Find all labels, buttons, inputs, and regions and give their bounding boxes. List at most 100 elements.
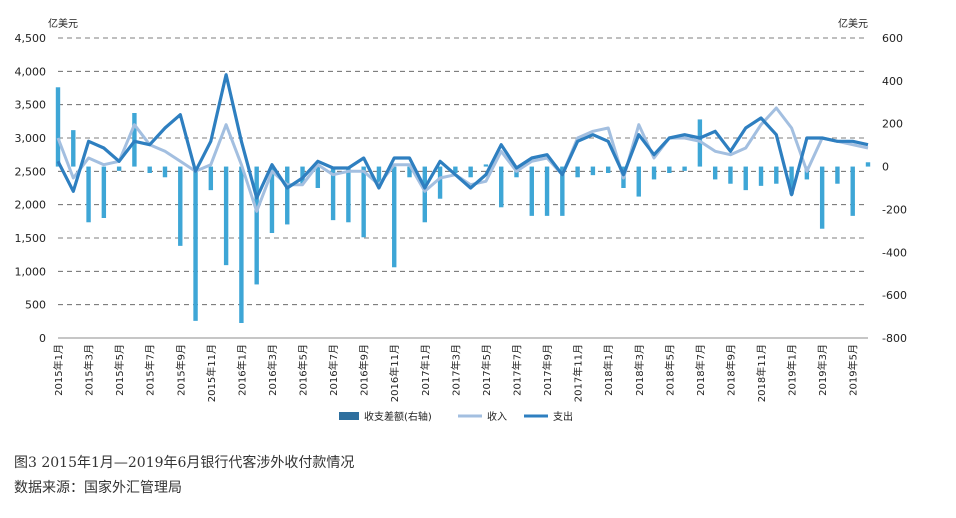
bar bbox=[101, 166, 107, 218]
x-tick-label: 2015年5月 bbox=[113, 344, 126, 396]
x-tick-label: 2018年7月 bbox=[694, 344, 707, 396]
bar bbox=[453, 166, 458, 173]
bar bbox=[392, 166, 397, 268]
bar bbox=[743, 166, 748, 191]
left-tick-label: 4,000 bbox=[15, 65, 47, 78]
x-tick-label: 2019年3月 bbox=[816, 344, 829, 396]
left-tick-label: 1,000 bbox=[15, 265, 47, 278]
expense-line bbox=[56, 73, 869, 200]
legend: 收支差额(右轴) 收入 支出 bbox=[339, 410, 573, 423]
bar bbox=[55, 87, 61, 167]
x-tick-label: 2019年1月 bbox=[786, 344, 799, 396]
x-tick-label: 2018年1月 bbox=[602, 344, 615, 396]
bar bbox=[71, 130, 76, 167]
bar bbox=[315, 166, 321, 188]
right-tick-label: -600 bbox=[882, 289, 907, 302]
bar bbox=[712, 166, 718, 180]
x-tick-label: 2018年11月 bbox=[755, 344, 768, 402]
bar bbox=[361, 166, 366, 238]
bar bbox=[178, 166, 183, 246]
bar bbox=[346, 166, 351, 223]
left-tick-label: 2,000 bbox=[15, 199, 47, 212]
right-tick-label: 400 bbox=[882, 75, 903, 88]
bar bbox=[239, 166, 244, 323]
bar bbox=[850, 166, 855, 216]
right-tick-label: -400 bbox=[882, 246, 907, 259]
x-tick-label: 2017年9月 bbox=[541, 344, 554, 396]
left-tick-label: 1,500 bbox=[15, 232, 47, 245]
x-tick-label: 2017年1月 bbox=[419, 344, 432, 396]
bar bbox=[193, 166, 198, 321]
bar bbox=[147, 166, 152, 173]
bar bbox=[376, 166, 382, 186]
bar bbox=[544, 166, 550, 216]
bar bbox=[86, 166, 91, 223]
figure-caption: 图3 2015年1月—2019年6月银行代客涉外收付款情况 bbox=[14, 455, 355, 471]
left-tick-label: 0 bbox=[39, 332, 46, 345]
x-tick-label: 2018年3月 bbox=[633, 344, 646, 396]
legend-expense-label: 支出 bbox=[553, 410, 573, 423]
bar bbox=[789, 166, 794, 195]
right-tick-label: 0 bbox=[882, 161, 889, 174]
bar bbox=[468, 166, 473, 178]
x-tick-label: 2015年1月 bbox=[52, 344, 65, 396]
bar bbox=[208, 166, 214, 191]
bar bbox=[162, 166, 168, 178]
bar bbox=[483, 164, 489, 167]
left-tick-label: 4,500 bbox=[15, 32, 47, 45]
x-tick-label: 2016年5月 bbox=[297, 344, 310, 396]
bar bbox=[407, 166, 412, 178]
x-tick-label: 2018年5月 bbox=[663, 344, 676, 396]
right-tick-label: -800 bbox=[882, 332, 907, 345]
bar bbox=[682, 166, 687, 171]
bar bbox=[819, 166, 825, 229]
bar bbox=[285, 166, 290, 225]
legend-bar-swatch bbox=[339, 412, 359, 420]
bar bbox=[865, 162, 871, 167]
right-tick-label: 600 bbox=[882, 32, 903, 45]
bar bbox=[575, 166, 580, 178]
bar bbox=[774, 166, 779, 184]
axes: 4,500 4,000 3,500 3,000 2,500 2,000 1,500 1,000… bbox=[15, 32, 907, 402]
line-series bbox=[56, 73, 869, 213]
left-tick-label: 3,000 bbox=[15, 132, 47, 145]
bar bbox=[835, 166, 840, 184]
figure-source: 数据来源：国家外汇管理局 bbox=[14, 480, 182, 496]
right-tick-label: 200 bbox=[882, 118, 903, 131]
x-tick-label: 2015年7月 bbox=[144, 344, 157, 396]
x-tick-label: 2016年9月 bbox=[358, 344, 371, 396]
bar bbox=[300, 166, 305, 184]
x-tick-label: 2017年7月 bbox=[510, 344, 523, 396]
bar bbox=[254, 166, 259, 285]
bar bbox=[636, 166, 641, 197]
bar bbox=[422, 166, 427, 223]
right-tick-label: -200 bbox=[882, 203, 907, 216]
bar bbox=[560, 166, 565, 216]
left-tick-label: 3,500 bbox=[15, 99, 47, 112]
bar bbox=[651, 166, 657, 180]
bar bbox=[605, 166, 611, 173]
x-tick-label: 2017年11月 bbox=[572, 344, 585, 402]
bar bbox=[728, 166, 733, 184]
bar bbox=[804, 166, 810, 180]
x-tick-label: 2016年7月 bbox=[327, 344, 340, 396]
bar bbox=[499, 166, 504, 208]
x-tick-label: 2015年11月 bbox=[205, 344, 218, 402]
bar bbox=[758, 166, 764, 186]
left-tick-label: 2,500 bbox=[15, 165, 47, 178]
bar bbox=[223, 166, 229, 266]
x-tick-label: 2018年9月 bbox=[724, 344, 737, 396]
bar bbox=[529, 166, 534, 216]
x-tick-label: 2017年3月 bbox=[449, 344, 462, 396]
x-tick-label: 2016年3月 bbox=[266, 344, 279, 396]
x-tick-label: 2019年5月 bbox=[847, 344, 860, 396]
x-tick-label: 2017年5月 bbox=[480, 344, 493, 396]
left-tick-label: 500 bbox=[25, 299, 46, 312]
right-axis-unit: 亿美元 bbox=[838, 17, 868, 30]
bar bbox=[590, 166, 596, 176]
legend-income-label: 收入 bbox=[487, 410, 507, 423]
bar-series bbox=[55, 87, 871, 323]
x-tick-label: 2015年3月 bbox=[83, 344, 96, 396]
bar bbox=[437, 166, 443, 199]
x-tick-label: 2016年1月 bbox=[235, 344, 248, 396]
